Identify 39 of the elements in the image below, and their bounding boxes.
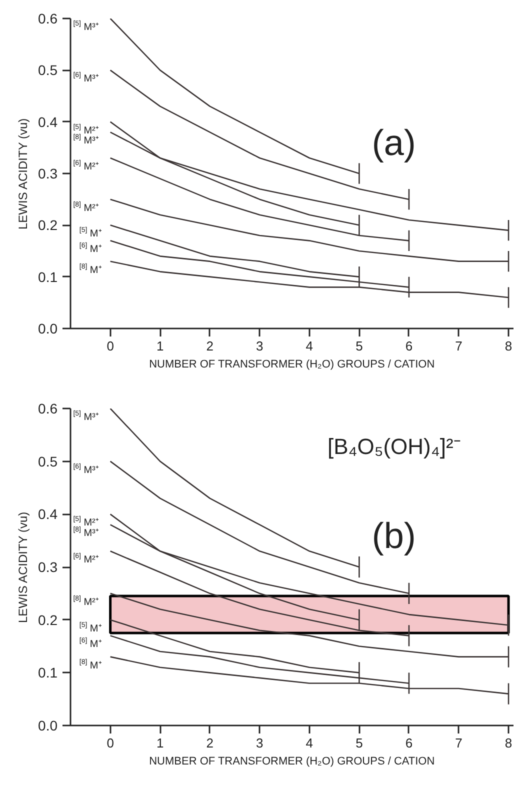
y-tick-label: 0.1: [38, 268, 58, 285]
x-tick-label: 5: [356, 338, 363, 354]
y-tick-label: 0.5: [38, 62, 58, 78]
x-tick-label: 2: [206, 736, 214, 750]
annotation: (b): [372, 514, 416, 556]
annotation: [B₄O₅(OH)₄]²⁻: [327, 434, 460, 460]
x-tick-label: 1: [156, 338, 164, 354]
y-tick-label: 0.3: [38, 559, 58, 575]
y-tick-label: 0.6: [38, 400, 58, 416]
y-tick-label: 0.4: [38, 114, 58, 130]
y-tick-label: 0.4: [38, 506, 58, 522]
annotation: (a): [372, 122, 416, 163]
y-axis-title: LEWIS ACIDITY (vu): [16, 118, 30, 230]
x-tick-label: 7: [455, 736, 462, 750]
x-tick-label: 2: [206, 338, 214, 354]
x-tick-label: 8: [504, 338, 512, 354]
x-tick-label: 0: [106, 338, 114, 354]
x-tick-label: 1: [156, 736, 164, 750]
x-tick-label: 5: [356, 736, 363, 750]
y-tick-label: 0.2: [38, 217, 58, 234]
x-tick-label: 6: [405, 338, 413, 354]
x-tick-label: 4: [306, 338, 314, 354]
y-tick-label: 0.5: [38, 453, 58, 470]
x-tick-label: 8: [504, 736, 512, 750]
y-tick-label: 0.0: [38, 320, 58, 336]
y-axis-title: LEWIS ACIDITY (vu): [16, 512, 30, 624]
x-axis-title: NUMBER OF TRANSFORMER (H₂O) GROUPS / CATION: [149, 358, 435, 370]
y-tick-label: 0.3: [38, 166, 58, 182]
y-tick-label: 0.2: [38, 612, 58, 628]
x-tick-label: 0: [106, 736, 114, 750]
x-axis-title: NUMBER OF TRANSFORMER (H₂O) GROUPS / CATION: [149, 756, 435, 768]
y-tick-label: 0.1: [38, 664, 58, 681]
x-tick-label: 3: [256, 736, 264, 750]
y-tick-label: 0.6: [38, 10, 58, 26]
x-tick-label: 6: [405, 736, 413, 750]
x-tick-label: 3: [256, 338, 264, 354]
y-tick-label: 0.0: [38, 718, 58, 734]
x-tick-label: 4: [306, 736, 314, 750]
x-tick-label: 7: [455, 338, 462, 354]
